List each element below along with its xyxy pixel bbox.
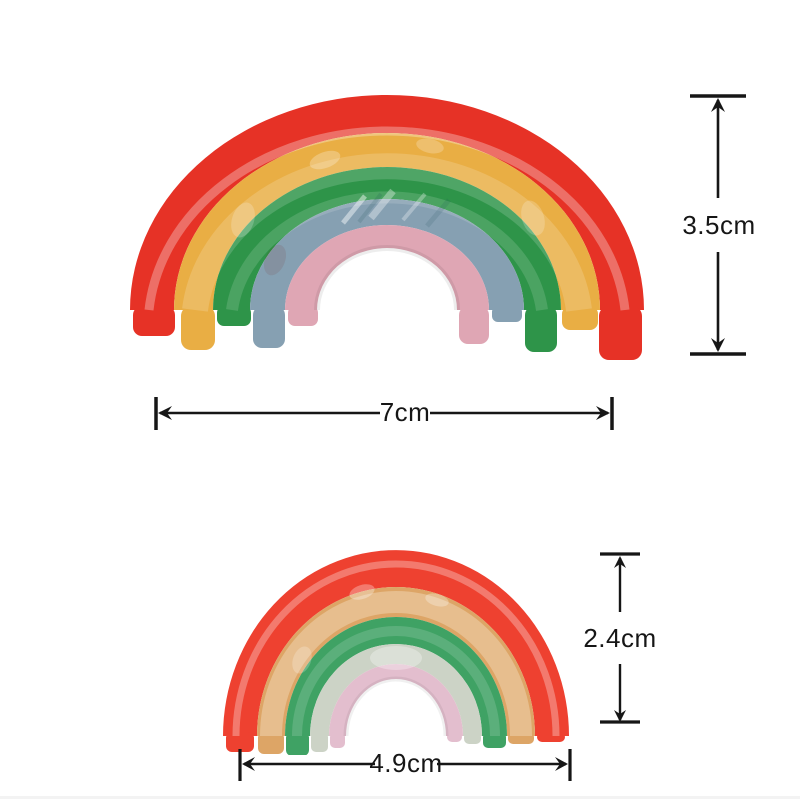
dimension-label-height-small: 2.4cm xyxy=(583,623,657,653)
dimension-height-large: 3.5cm xyxy=(682,92,755,358)
band-tooth-left xyxy=(217,306,251,326)
band-tooth-right xyxy=(447,732,462,742)
band-tooth-right xyxy=(459,306,489,344)
band-arc xyxy=(285,617,507,736)
band-tooth-right xyxy=(483,732,506,748)
small-clip-photo xyxy=(222,540,572,755)
band-tooth-left xyxy=(181,306,215,350)
band-tooth-left xyxy=(330,732,345,748)
small-band-green xyxy=(285,617,507,755)
band-tooth-left xyxy=(288,306,318,326)
small-band-pink xyxy=(329,664,463,748)
dimension-label-width-large: 7cm xyxy=(379,397,431,427)
band-tooth-right xyxy=(492,306,522,322)
dimension-lines xyxy=(154,397,614,430)
band-tooth-left xyxy=(311,732,328,752)
band-tooth-right xyxy=(537,732,565,742)
band-tooth-left xyxy=(253,306,285,348)
small-band-silver xyxy=(310,644,482,752)
gloss-highlights xyxy=(144,126,630,312)
band-arc xyxy=(257,587,535,736)
band-arc xyxy=(285,225,489,310)
dimension-lines xyxy=(690,94,746,356)
small-band-red xyxy=(223,550,569,752)
band-tooth-right xyxy=(525,306,557,352)
small-clip-illustration xyxy=(223,550,569,755)
dimension-width-small: 4.9cm xyxy=(237,747,573,783)
dimension-label-width-small: 4.9cm xyxy=(369,748,443,778)
band-arc xyxy=(174,133,600,310)
large-band-yellow xyxy=(174,133,600,350)
band-arc xyxy=(223,550,569,736)
arrow-right-icon xyxy=(555,757,568,771)
band-arc xyxy=(250,199,524,310)
dimension-label-height-large: 3.5cm xyxy=(682,210,756,240)
large-band-blue xyxy=(250,199,524,348)
small-band-orange xyxy=(257,587,535,754)
band-arc xyxy=(213,167,561,310)
band-tooth-right xyxy=(508,732,534,744)
band-arc xyxy=(130,95,644,310)
large-clip-photo xyxy=(125,90,650,380)
arrow-right-icon xyxy=(596,406,610,420)
band-tooth-right xyxy=(562,306,598,330)
arrow-down-icon xyxy=(711,338,725,352)
gloss-highlights xyxy=(232,560,560,737)
large-band-red xyxy=(130,95,644,360)
band-arc xyxy=(329,664,463,736)
band-tooth-left xyxy=(258,732,284,754)
band-arc xyxy=(310,644,482,736)
dimension-height-small: 2.4cm xyxy=(583,550,656,726)
arrow-down-icon xyxy=(614,710,626,722)
bottom-edge-artifact xyxy=(0,796,800,799)
large-band-green xyxy=(213,167,561,352)
dimension-lines xyxy=(238,749,572,781)
dimension-width-large: 7cm xyxy=(153,395,615,432)
band-tooth-right xyxy=(464,732,481,744)
band-tooth-left xyxy=(226,732,254,752)
dimension-lines xyxy=(600,552,640,724)
large-clip-illustration xyxy=(130,95,644,360)
band-tooth-left xyxy=(286,732,309,755)
band-tooth-left xyxy=(133,306,175,336)
band-tooth-right xyxy=(599,306,642,360)
large-band-pink xyxy=(285,225,489,344)
